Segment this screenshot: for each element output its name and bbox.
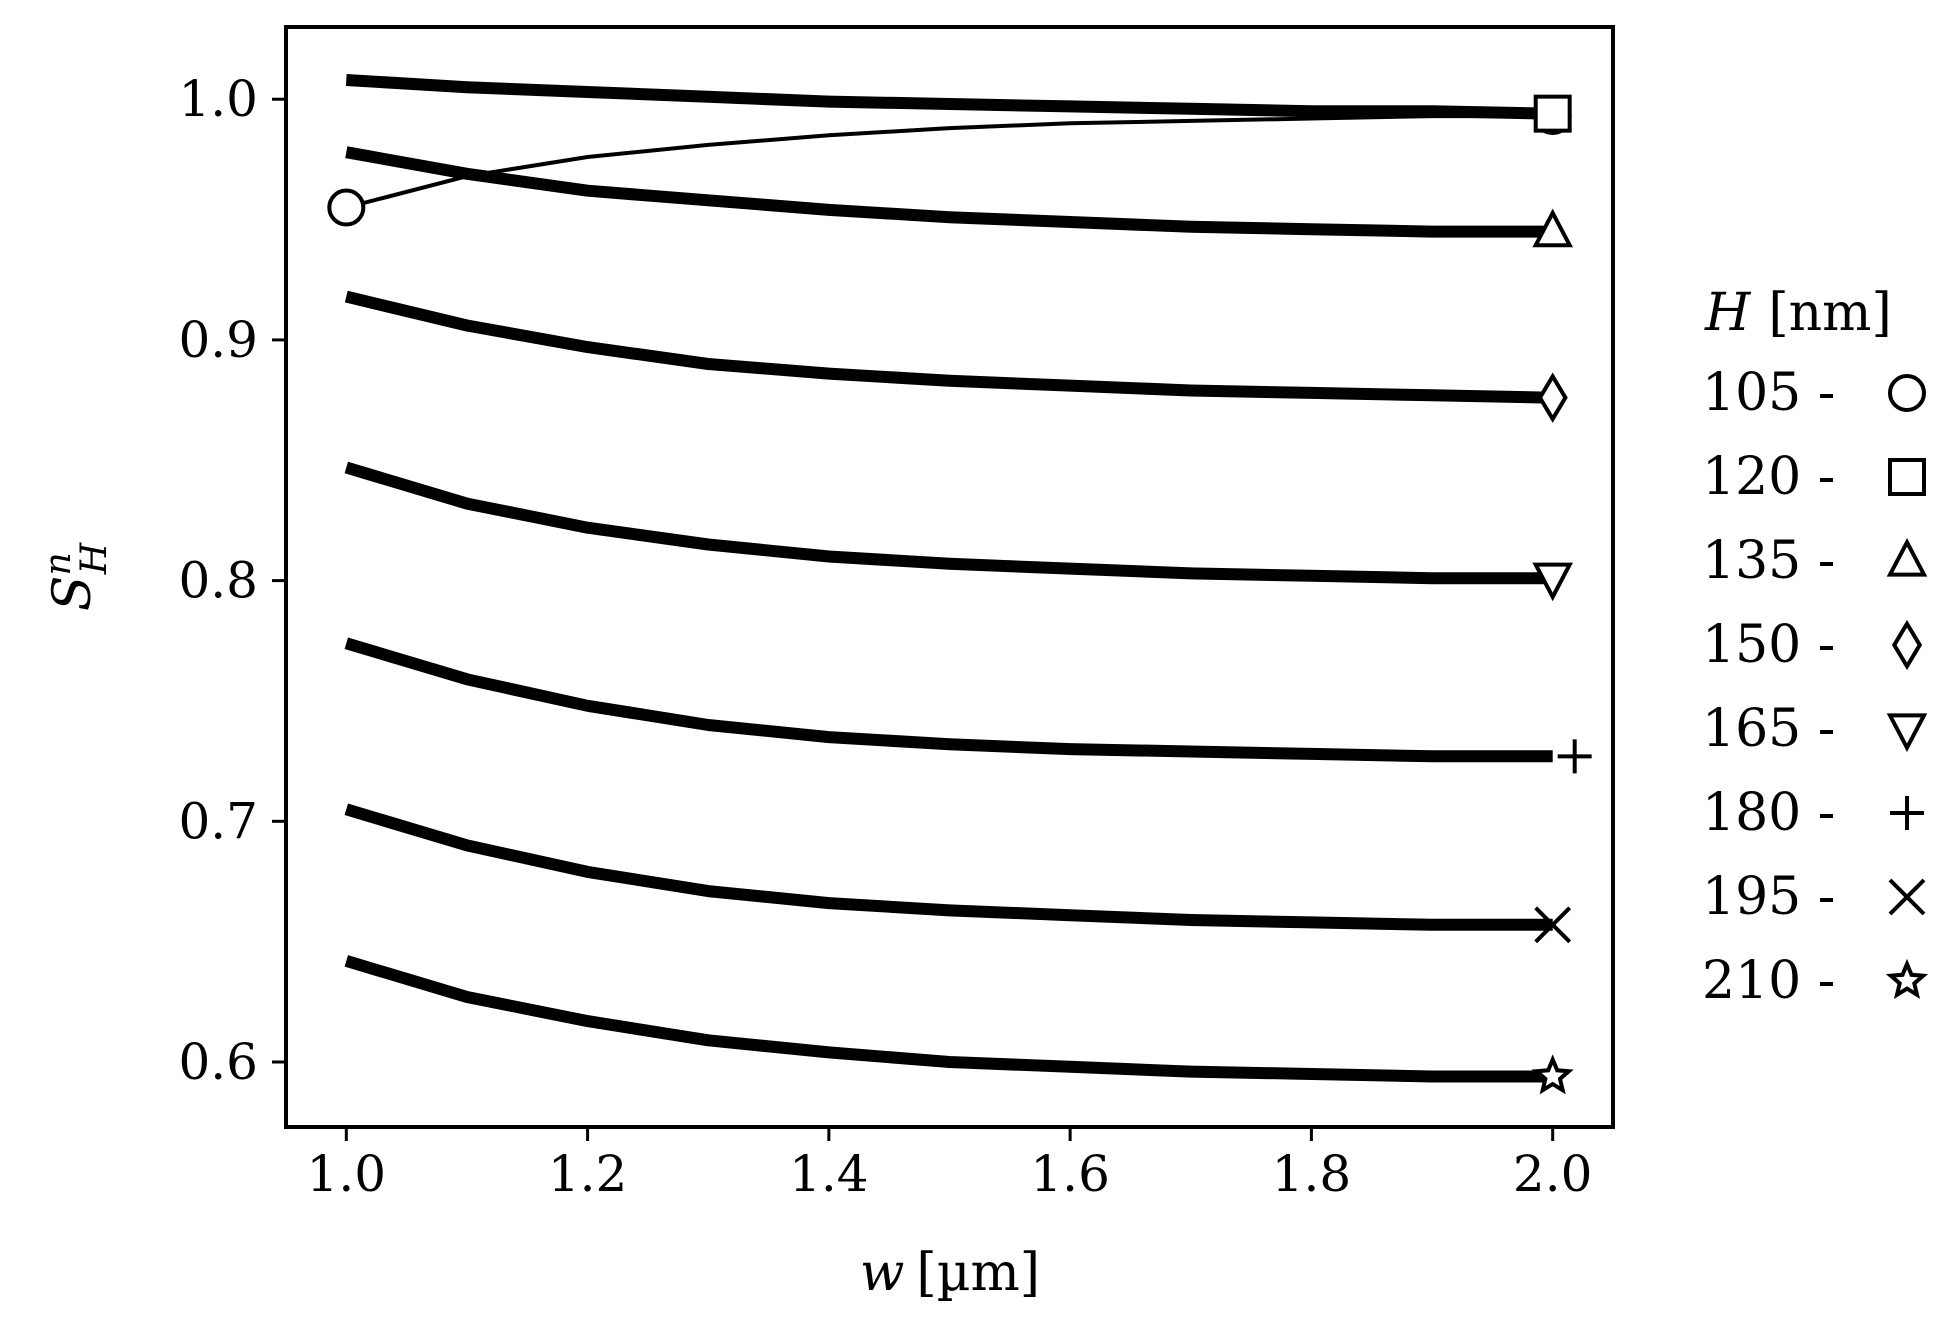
y-tick-label: 0.9 (178, 311, 258, 369)
series-marker-210 (1531, 1054, 1574, 1095)
legend-item-150: 150 - (1702, 615, 1923, 675)
legend: 105 - 120 - 135 - 150 - 165 - 180 - 195 - 210 - (1702, 363, 1929, 1011)
legend-label: 150 - (1702, 615, 1835, 675)
y-axis-sub: H (74, 542, 115, 575)
legend-label: 195 - (1702, 867, 1835, 927)
series-180 (344, 637, 1592, 774)
x-tick-label: 2.0 (1513, 1145, 1593, 1203)
series-line-195 (344, 803, 1553, 931)
series-150 (344, 290, 1568, 423)
x-tick-label: 1.2 (548, 1145, 628, 1203)
axis-layer: 1.0 1.2 1.4 1.6 1.8 2.0 0.6 0.7 0.8 0.9 1.0 (178, 70, 1592, 1203)
x-tick-label: 1.0 (307, 1145, 387, 1203)
legend-label: 180 - (1702, 783, 1835, 843)
y-tick-label: 1.0 (178, 70, 258, 128)
series-line-210 (344, 955, 1553, 1083)
legend-marker-210 (1885, 958, 1929, 1000)
series-marker-180 (1557, 739, 1592, 774)
series-marker-150 (1537, 372, 1568, 423)
y-tick-label: 0.8 (178, 552, 258, 610)
y-tick-label: 0.7 (178, 792, 258, 850)
y-axis-title: SnH (38, 542, 115, 611)
legend-item-105: 105 - (1702, 363, 1926, 423)
legend-title-var: H (1704, 283, 1752, 343)
legend-label: 120 - (1702, 447, 1835, 507)
x-axis-var: w (860, 1243, 905, 1303)
legend-marker-135 (1886, 538, 1928, 577)
series-line-150 (344, 290, 1553, 404)
legend-item-135: 135 - (1702, 531, 1928, 591)
legend-item-195: 195 - (1702, 867, 1926, 927)
legend-label: 135 - (1702, 531, 1835, 591)
series-165 (344, 461, 1573, 602)
legend-title: H [nm] (1704, 283, 1892, 343)
series-195 (344, 803, 1572, 944)
series-line-180 (344, 637, 1553, 763)
legend-marker-195 (1888, 878, 1926, 916)
legend-item-120: 120 - (1702, 447, 1926, 507)
x-axis-unit: [µm] (916, 1243, 1040, 1303)
plot-frame (284, 25, 1615, 1129)
legend-title-unit: [nm] (1768, 283, 1891, 343)
legend-item-165: 165 - (1702, 699, 1928, 759)
series-marker-120 (1533, 94, 1572, 133)
series-105 (327, 97, 1572, 227)
legend-label: 165 - (1702, 699, 1835, 759)
legend-item-210: 210 - (1702, 951, 1929, 1011)
legend-label: 210 - (1702, 951, 1835, 1011)
series-marker-195 (1534, 906, 1572, 944)
series-210 (344, 955, 1574, 1095)
legend-marker-105 (1888, 374, 1926, 412)
x-tick-label: 1.4 (789, 1145, 869, 1203)
y-tick-label: 0.6 (178, 1033, 258, 1091)
legend-marker-150 (1891, 619, 1923, 671)
x-axis-title: w [µm] (860, 1243, 1040, 1303)
series-line-135 (345, 146, 1553, 238)
y-axis-base: S (43, 575, 103, 611)
x-axis: 1.0 1.2 1.4 1.6 1.8 2.0 (307, 1127, 1593, 1203)
series-layer (327, 74, 1592, 1095)
legend-marker-165 (1886, 713, 1928, 752)
x-tick-label: 1.6 (1030, 1145, 1110, 1203)
series-line-105 (345, 114, 1553, 210)
series-line-165 (344, 461, 1553, 585)
series-marker-165 (1532, 562, 1573, 602)
legend-marker-180 (1890, 796, 1924, 830)
series-135 (345, 146, 1573, 248)
legend-marker-120 (1888, 458, 1926, 496)
series-marker-105 (327, 188, 366, 227)
x-tick-label: 1.8 (1272, 1145, 1352, 1203)
series-120 (345, 74, 1572, 133)
legend-label: 105 - (1702, 363, 1835, 423)
y-axis: 0.6 0.7 0.8 0.9 1.0 (178, 70, 286, 1091)
y-axis-sup: n (38, 552, 79, 575)
series-marker-135 (1532, 208, 1573, 248)
series-line-120 (345, 74, 1553, 120)
legend-item-180: 180 - (1702, 783, 1924, 843)
